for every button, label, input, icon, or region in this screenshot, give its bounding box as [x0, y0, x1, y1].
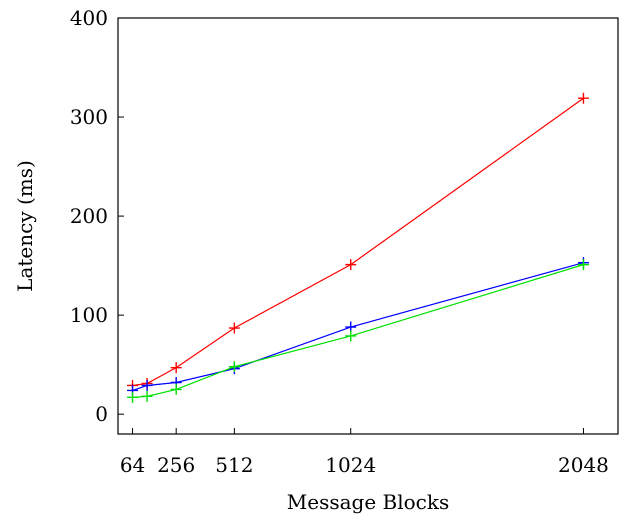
plot-frame	[117, 17, 619, 435]
series-0	[127, 92, 589, 391]
data-point	[228, 322, 240, 334]
x-tick-label: 1024	[325, 453, 376, 477]
data-point	[141, 379, 153, 391]
x-tick-label: 256	[157, 453, 195, 477]
y-axis-label: Latency (ms)	[13, 160, 37, 292]
series-2	[127, 259, 589, 403]
x-tick-label: 64	[120, 453, 145, 477]
x-axis-label: Message Blocks	[287, 490, 449, 514]
data-point	[170, 362, 182, 374]
data-point	[127, 391, 139, 403]
series-line	[132, 97, 584, 387]
y-tick-label: 300	[70, 105, 108, 129]
y-tick-label: 200	[70, 204, 108, 228]
data-point	[228, 361, 240, 373]
x-tick-label: 2048	[558, 453, 609, 477]
data-point	[141, 390, 153, 402]
data-point	[577, 92, 589, 104]
series-line	[132, 262, 584, 391]
data-point	[577, 259, 589, 271]
y-tick-label: 0	[95, 402, 108, 426]
series-1	[127, 257, 589, 396]
y-tick-label: 100	[70, 303, 108, 327]
x-tick-label: 512	[215, 453, 253, 477]
data-point	[170, 383, 182, 395]
data-point	[345, 330, 357, 342]
data-point	[345, 259, 357, 271]
chart-series	[127, 92, 589, 403]
axis-ticks: 64 256 512 1024 2048 0 100 200 300 400	[70, 6, 609, 477]
series-line	[132, 264, 584, 398]
y-tick-label: 400	[70, 6, 108, 30]
